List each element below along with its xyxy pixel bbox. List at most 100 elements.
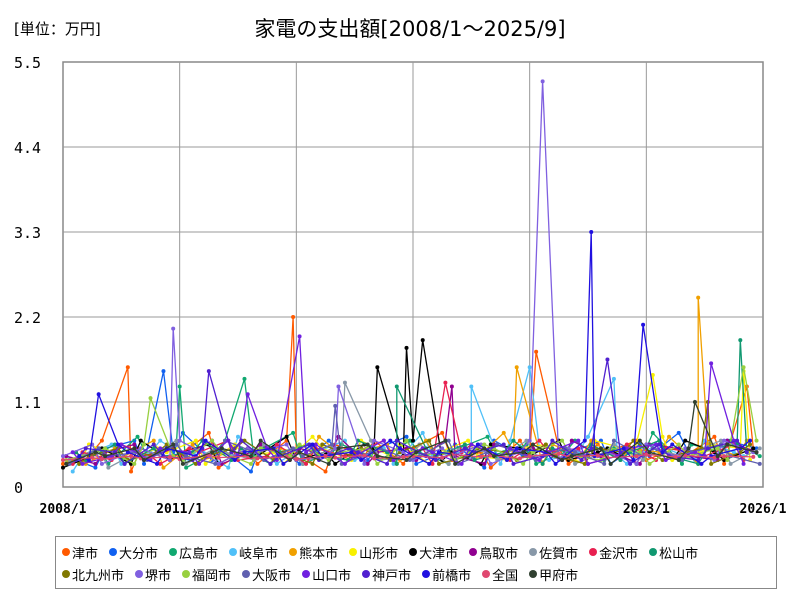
data-point [676, 430, 681, 435]
unit-label: [単位：万円] [14, 20, 101, 38]
legend-item: 岐阜市 [229, 541, 278, 563]
data-point [482, 465, 487, 470]
data-point [440, 446, 445, 451]
data-point [297, 442, 302, 447]
data-point [401, 454, 406, 459]
data-point [193, 438, 198, 443]
data-point [355, 450, 360, 455]
x-tick-label: 2011/1 [156, 502, 203, 517]
data-point [679, 457, 684, 462]
data-point [624, 442, 629, 447]
data-point [754, 450, 759, 455]
data-point [436, 450, 441, 455]
data-point [453, 461, 458, 466]
data-point [297, 334, 302, 339]
legend-item: 北九州市 [62, 563, 124, 585]
data-point [385, 461, 390, 466]
data-point [368, 438, 373, 443]
data-point [757, 454, 762, 459]
data-point [566, 461, 571, 466]
data-point [129, 454, 134, 459]
data-point [99, 438, 104, 443]
data-point [667, 434, 672, 439]
legend-item: 大津市 [409, 541, 458, 563]
data-point [349, 450, 354, 455]
data-point [61, 457, 65, 462]
data-point [174, 442, 179, 447]
data-point [569, 438, 574, 443]
data-point [187, 446, 192, 451]
data-point [61, 465, 65, 470]
data-point [158, 438, 163, 443]
data-point [93, 465, 98, 470]
data-point [709, 361, 714, 366]
data-point [705, 446, 710, 451]
data-point [449, 384, 454, 389]
data-point [757, 461, 762, 466]
data-point [132, 461, 137, 466]
data-point [443, 380, 448, 385]
legend-marker-icon [469, 548, 478, 556]
data-point [284, 442, 289, 447]
legend-marker-icon [169, 548, 178, 556]
data-point [323, 469, 328, 474]
data-point [248, 454, 253, 459]
legend-marker-icon [529, 570, 538, 578]
data-point [184, 454, 189, 459]
data-point [479, 454, 484, 459]
data-point [521, 450, 526, 455]
data-point [206, 430, 211, 435]
data-point [323, 454, 328, 459]
legend-marker-icon [349, 548, 358, 556]
data-point [728, 461, 733, 466]
data-point [641, 457, 646, 462]
data-point [647, 461, 652, 466]
data-point [216, 461, 221, 466]
data-point [744, 450, 749, 455]
data-point [210, 438, 215, 443]
series-line [75, 359, 748, 465]
data-point [683, 446, 688, 451]
data-point [304, 450, 309, 455]
data-point [388, 438, 393, 443]
data-point [342, 380, 347, 385]
data-point [372, 438, 377, 443]
data-point [142, 461, 147, 466]
data-point [482, 446, 487, 451]
data-point [660, 457, 665, 462]
legend-item: 大阪市 [242, 563, 291, 585]
data-point [401, 461, 406, 466]
data-point [469, 384, 474, 389]
legend-item: 金沢市 [589, 541, 638, 563]
data-point [618, 457, 623, 462]
data-point [427, 461, 432, 466]
legend-label: 北九州市 [72, 568, 125, 584]
data-point [660, 450, 665, 455]
data-point [598, 446, 603, 451]
data-point [404, 345, 409, 350]
data-point [184, 465, 189, 470]
data-point [637, 438, 642, 443]
data-point [725, 457, 730, 462]
data-point [248, 461, 253, 466]
data-point [573, 450, 578, 455]
data-point [274, 461, 279, 466]
data-point [381, 438, 386, 443]
data-point [485, 434, 490, 439]
data-point [634, 461, 639, 466]
data-point [521, 461, 526, 466]
data-point [248, 469, 253, 474]
data-point [333, 403, 338, 408]
legend-item: 広島市 [169, 541, 218, 563]
data-point [754, 438, 759, 443]
data-point [540, 79, 545, 84]
legend-label: 熊本市 [299, 546, 339, 562]
data-point [586, 434, 590, 439]
legend-label: 堺市 [145, 568, 172, 584]
data-point [219, 446, 224, 451]
data-point [488, 442, 493, 447]
data-point [644, 452, 649, 457]
legend-item: 神戸市 [362, 563, 411, 585]
data-point [112, 442, 117, 447]
